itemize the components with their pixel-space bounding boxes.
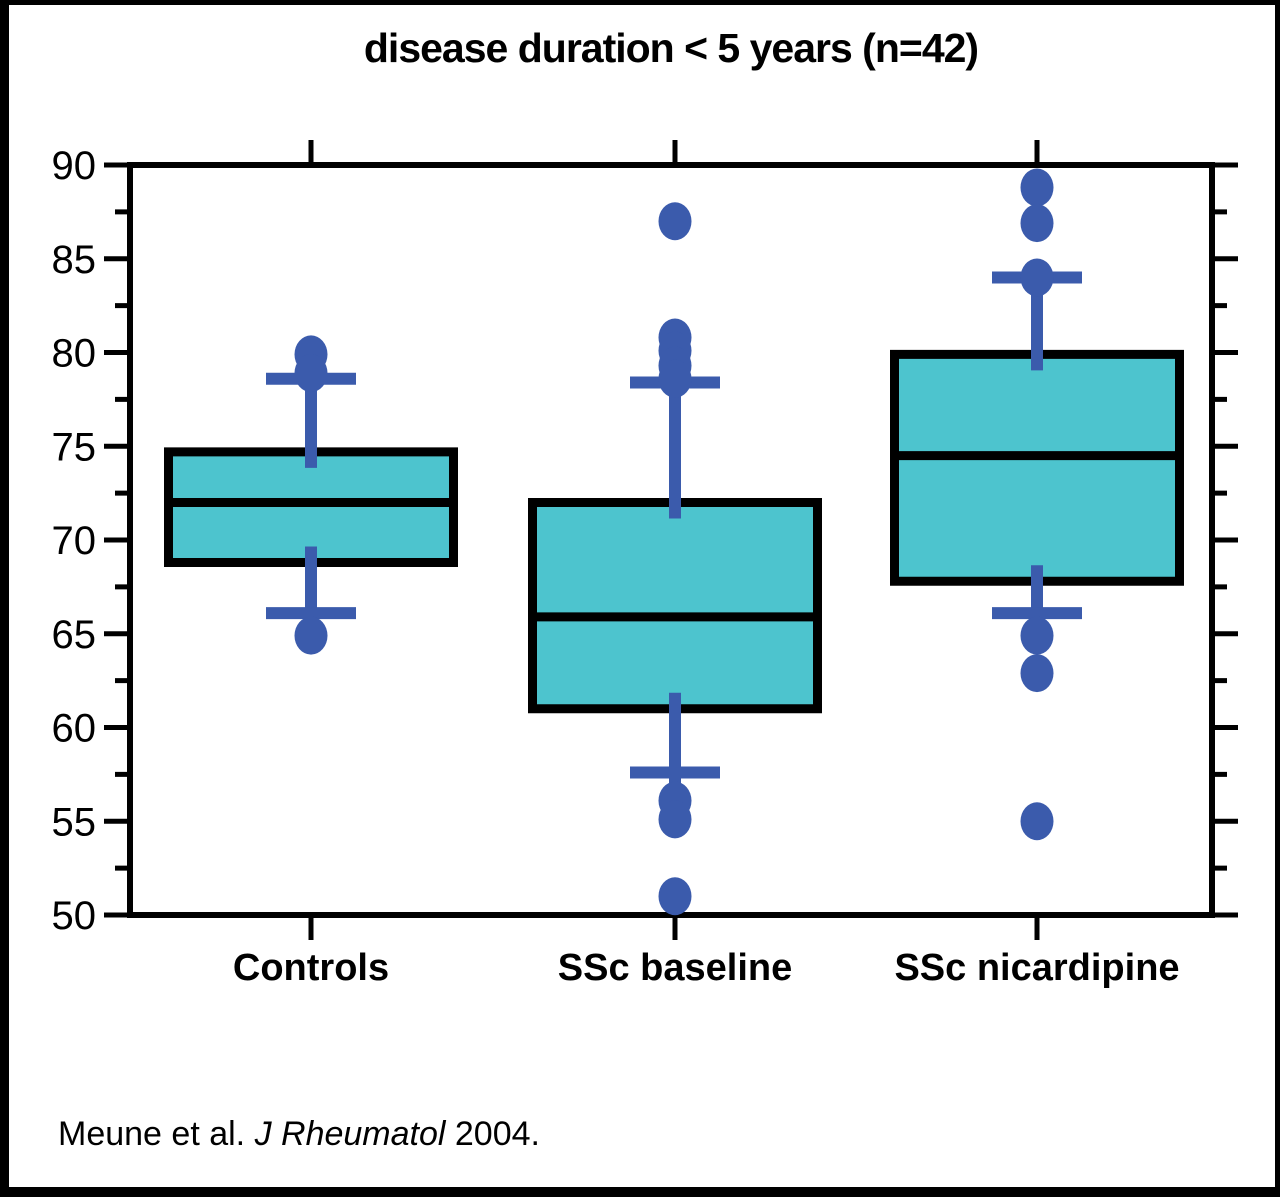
outlier-dot	[658, 800, 692, 839]
y-tick-label: 65	[52, 613, 97, 657]
box-ssc-nicardipine	[890, 349, 1184, 586]
y-tick-label: 55	[52, 800, 97, 844]
y-tick-label: 50	[52, 894, 97, 938]
outlier-dot	[1020, 616, 1054, 655]
outlier-dot	[1020, 204, 1054, 243]
outlier-dot	[1020, 258, 1054, 297]
plot-frame	[127, 162, 1215, 918]
outlier-dot	[1020, 654, 1054, 693]
outlier-dot	[658, 202, 692, 241]
outlier-dot	[658, 359, 692, 398]
y-tick-label: 90	[52, 144, 97, 188]
outlier-dot	[1020, 168, 1054, 207]
y-tick-label: 70	[52, 519, 97, 563]
citation-authors: Meune et al.	[58, 1115, 255, 1153]
citation-year: 2004.	[445, 1115, 540, 1153]
box-controls	[164, 447, 458, 567]
x-category-label: Controls	[233, 947, 389, 989]
outlier-dot	[294, 354, 328, 393]
y-tick-label: 75	[52, 425, 97, 469]
box-ssc-baseline	[528, 498, 822, 714]
y-tick-label: 60	[52, 707, 97, 751]
citation-journal: J Rheumatol	[254, 1115, 446, 1153]
x-category-label: SSc baseline	[558, 947, 792, 989]
citation: Meune et al. J Rheumatol 2004.	[58, 1115, 540, 1154]
outlier-dot	[658, 877, 692, 916]
outlier-dot	[294, 616, 328, 655]
x-category-label: SSc nicardipine	[894, 947, 1179, 989]
outlier-dot	[1020, 802, 1054, 841]
y-tick-label: 85	[52, 238, 97, 282]
y-tick-label: 80	[52, 332, 97, 376]
chart-title: disease duration < 5 years (n=42)	[363, 25, 979, 71]
